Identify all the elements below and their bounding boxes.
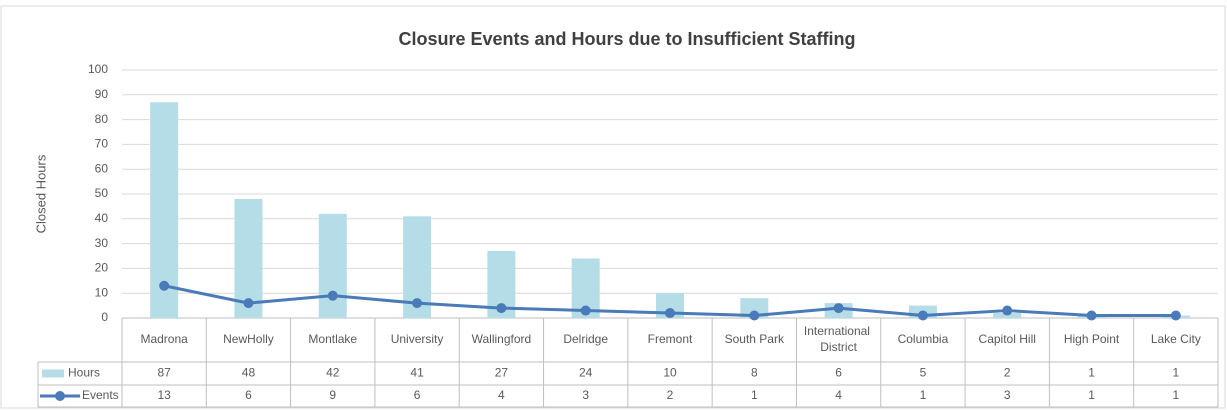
table-value: 6 [245, 388, 252, 402]
x-tick-label: High Point [1064, 332, 1120, 346]
line-marker [1170, 310, 1181, 321]
y-tick-label: 70 [95, 137, 109, 151]
y-tick-label: 60 [95, 161, 109, 175]
x-tick-label: Madrona [140, 332, 188, 346]
line-marker [243, 298, 254, 309]
table-value: 27 [495, 366, 509, 380]
y-tick-label: 0 [101, 310, 108, 324]
x-tick-label-line: District [820, 340, 857, 354]
line-marker [1086, 310, 1097, 321]
table-value: 2 [1004, 366, 1011, 380]
table-value: 4 [498, 388, 505, 402]
y-tick-label: 30 [95, 236, 109, 250]
table-value: 1 [1088, 366, 1095, 380]
table-value: 9 [329, 388, 336, 402]
x-tick-label: Columbia [898, 332, 949, 346]
x-tick-label: Lake City [1151, 332, 1201, 346]
bar [318, 213, 347, 318]
y-tick-label: 20 [95, 261, 109, 275]
table-value: 10 [663, 366, 677, 380]
table-value: 3 [1004, 388, 1011, 402]
line-marker [580, 305, 591, 316]
table-value: 87 [157, 366, 171, 380]
table-value: 24 [579, 366, 593, 380]
y-tick-label: 40 [95, 211, 109, 225]
x-tick-label: South Park [725, 332, 785, 346]
x-tick-label: University [391, 332, 444, 346]
x-tick-label: Delridge [563, 332, 608, 346]
line-marker [327, 290, 338, 301]
x-tick-label: NewHolly [223, 332, 274, 346]
table-value: 1 [1173, 388, 1180, 402]
table-value: 42 [326, 366, 340, 380]
y-tick-label: 90 [95, 87, 109, 101]
legend-swatch [42, 369, 64, 378]
table-value: 41 [410, 366, 424, 380]
legend-label: Hours [68, 366, 100, 380]
legend-label: Events [82, 388, 119, 402]
table-value: 8 [751, 366, 758, 380]
y-tick-label: 100 [88, 62, 108, 76]
table-value: 4 [835, 388, 842, 402]
table-value: 6 [835, 366, 842, 380]
line-marker [917, 310, 928, 321]
table-value: 1 [1173, 366, 1180, 380]
x-tick-label: International District [804, 324, 873, 354]
line-marker [159, 280, 170, 291]
x-tick-label: Fremont [648, 332, 693, 346]
table-value: 1 [751, 388, 758, 402]
line-marker [496, 303, 507, 314]
x-tick-label: Montlake [308, 332, 357, 346]
legend-marker [55, 391, 65, 401]
line-marker [833, 303, 844, 314]
table-value: 2 [667, 388, 674, 402]
line-marker [412, 298, 423, 309]
line-marker [1002, 305, 1013, 316]
y-tick-label: 50 [95, 186, 109, 200]
chart-frame [0, 5, 1226, 409]
table-value: 3 [582, 388, 589, 402]
table-value: 6 [414, 388, 421, 402]
table-value: 1 [920, 388, 927, 402]
x-tick-label-line: International [804, 324, 873, 338]
table-value: 13 [157, 388, 171, 402]
y-axis-label: Closed Hours [33, 154, 48, 233]
chart-title: Closure Events and Hours due to Insuffic… [398, 29, 855, 49]
line-marker [749, 310, 760, 321]
table-value: 48 [242, 366, 256, 380]
bar [740, 298, 769, 318]
x-tick-label: Wallingford [472, 332, 532, 346]
y-tick-label: 10 [95, 285, 109, 299]
table-value: 1 [1088, 388, 1095, 402]
y-tick-label: 80 [95, 112, 109, 126]
line-marker [665, 308, 675, 319]
table-value: 5 [920, 366, 927, 380]
x-tick-label: Capitol Hill [979, 332, 1036, 346]
